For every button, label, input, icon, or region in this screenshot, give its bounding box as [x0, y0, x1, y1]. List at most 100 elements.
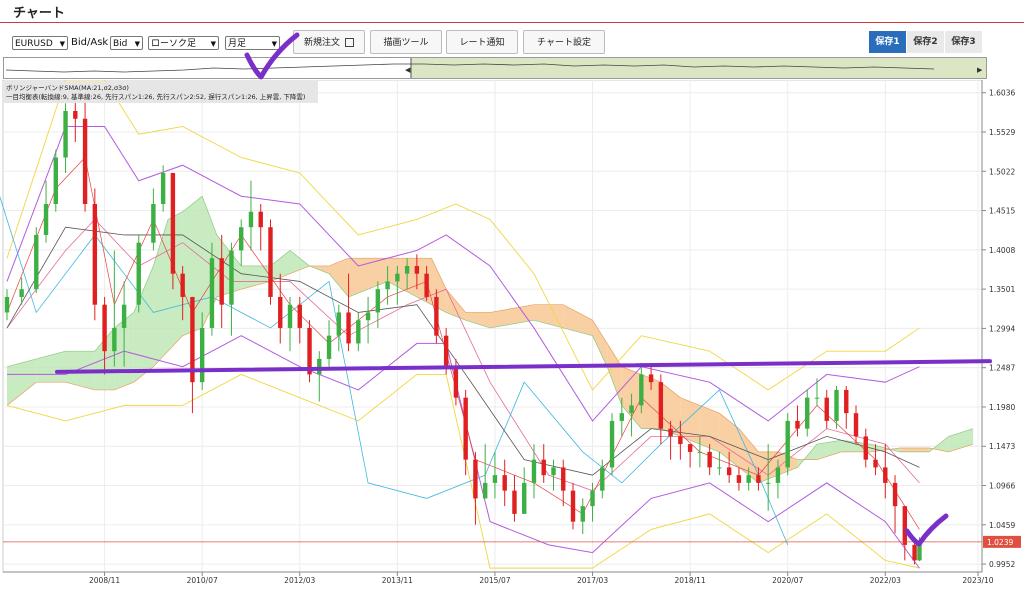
candle-bullish [619, 413, 625, 421]
cloud-segment-bear [607, 343, 622, 406]
current-price-label: 1.0239 [987, 538, 1013, 547]
chart-settings-button[interactable]: チャート設定 [523, 30, 605, 54]
candle-bearish [648, 374, 654, 383]
candle-bearish [824, 397, 829, 421]
candle-bullish [385, 281, 390, 290]
candle-bullish [287, 304, 293, 328]
candle-bearish [73, 110, 78, 119]
y-tick-label: 1.2487 [989, 364, 1015, 373]
candle-bearish [902, 506, 908, 545]
candle-bearish [92, 203, 98, 305]
candle-bearish [844, 389, 849, 414]
save-slot-1-button[interactable]: 保存1 [869, 31, 906, 53]
x-tick-label: 2018/11 [675, 576, 706, 585]
bid-select[interactable]: Bid ▼ [110, 36, 143, 50]
candle-bullish [697, 451, 703, 453]
save-slot-2-button[interactable]: 保存2 [907, 31, 944, 53]
drawing-tool-button[interactable]: 描画ツール [370, 30, 442, 54]
candle-bearish [678, 436, 683, 445]
cloud-segment-bear [309, 265, 330, 274]
candle-bullish [639, 374, 644, 406]
candle-bearish [443, 335, 449, 367]
candle-bearish [297, 304, 302, 328]
navigator-right-arrow-icon[interactable]: ▶ [977, 66, 983, 74]
navigator-left-arrow-icon[interactable]: ◀ [405, 66, 411, 74]
candle-bearish [268, 227, 273, 297]
candle-bullish [404, 265, 410, 274]
candle-bearish [541, 459, 546, 476]
x-axis: 2008/11 2010/07 2012/03 2013/11 2015/07 2017/… [3, 571, 994, 585]
candle-bearish [853, 413, 859, 437]
checkmark-annotation-icon [904, 513, 949, 547]
candle-type-select[interactable]: ローソク足 ▼ [148, 36, 219, 50]
candle-bearish [434, 296, 439, 336]
candle-bearish [873, 459, 878, 468]
candle-bearish [453, 366, 459, 398]
candle-bullish [765, 482, 771, 484]
cloud-segment-bear [719, 413, 739, 468]
current-price-badge [983, 535, 1021, 548]
x-tick-label: 2013/11 [382, 576, 413, 585]
x-tick-label: 2015/07 [479, 576, 510, 585]
candle-bullish [239, 227, 244, 251]
save-slot-3-button[interactable]: 保存3 [945, 31, 982, 53]
cloud-segment-bear [329, 258, 349, 297]
candle-bearish [190, 296, 195, 383]
candle-bearish [892, 482, 898, 507]
cloud-segment-bear [533, 304, 564, 328]
candle-bullish [336, 312, 341, 336]
annotations: 1.0239 [3, 359, 1021, 548]
cloud-segment-bear [446, 289, 466, 321]
candle-bullish [326, 335, 332, 359]
candle-bullish [375, 289, 381, 313]
pair-select-value: EURUSD [15, 39, 53, 49]
y-tick-label: 1.5529 [989, 128, 1015, 137]
cloud-segment-bear [592, 320, 608, 367]
legend-ichimoku: 一目均衡表(転換線:9, 基準線:26, 先行スパン1:26, 先行スパン2:5… [6, 92, 305, 101]
price-chart-svg[interactable]: 1.6036 1.5529 1.5022 1.4515 1.4008 1.3501 1.29… [0, 79, 1024, 586]
x-tick-label: 2023/10 [962, 576, 993, 585]
chart-navigator[interactable]: ◀ ▶ [3, 57, 987, 79]
candle-bearish [258, 211, 263, 228]
cloud-segment-bear [699, 405, 720, 452]
candle-bullish [63, 110, 68, 158]
cloud-segment-bear [387, 258, 432, 305]
candle-bullish [717, 467, 722, 469]
candle-bearish [883, 467, 888, 483]
candle-bullish [199, 327, 205, 383]
candle-bullish [834, 389, 839, 421]
candle-bearish [502, 475, 507, 491]
candlesticks [4, 95, 922, 565]
bidask-label: Bid/Ask [71, 37, 109, 48]
period-select[interactable]: 月足 ▼ [225, 36, 280, 50]
pair-select[interactable]: EURUSD ▼ [12, 36, 68, 50]
navigator-selection[interactable] [411, 58, 986, 78]
chevron-down-icon: ▼ [271, 40, 277, 48]
navigator-svg: ◀ ▶ [5, 58, 986, 78]
candle-bearish [180, 273, 185, 297]
cloud-segment-bear [899, 448, 930, 452]
y-tick-label: 1.3501 [989, 285, 1015, 294]
candle-bullish [248, 211, 254, 228]
candle-bullish [785, 420, 790, 468]
period-select-value: 月足 [228, 39, 247, 49]
legend-bollinger: ボリンジャーバンドSMA(MA:21,σ2,σ3σ) [6, 84, 129, 92]
candle-bullish [19, 289, 24, 297]
cloud-segment-bull [133, 265, 154, 383]
candle-bullish [317, 358, 322, 375]
candle-bullish [365, 312, 371, 321]
chart-area[interactable]: 1.6036 1.5529 1.5022 1.4515 1.4008 1.3501 1.29… [0, 79, 1024, 586]
candle-bearish [473, 459, 478, 499]
candle-bullish [746, 475, 751, 483]
candle-bullish [229, 250, 234, 305]
candle-bullish [531, 459, 537, 483]
chevron-down-icon: ▼ [210, 40, 216, 48]
rate-alert-button[interactable]: レート通知 [446, 30, 518, 54]
candle-bullish [53, 157, 58, 204]
candle-bearish [170, 172, 176, 274]
candle-bearish [102, 304, 107, 352]
new-order-button[interactable]: 新規注文 [293, 30, 365, 54]
chevron-down-icon: ▼ [134, 40, 140, 48]
candle-bearish [278, 296, 283, 328]
candle-bullish [600, 467, 605, 491]
